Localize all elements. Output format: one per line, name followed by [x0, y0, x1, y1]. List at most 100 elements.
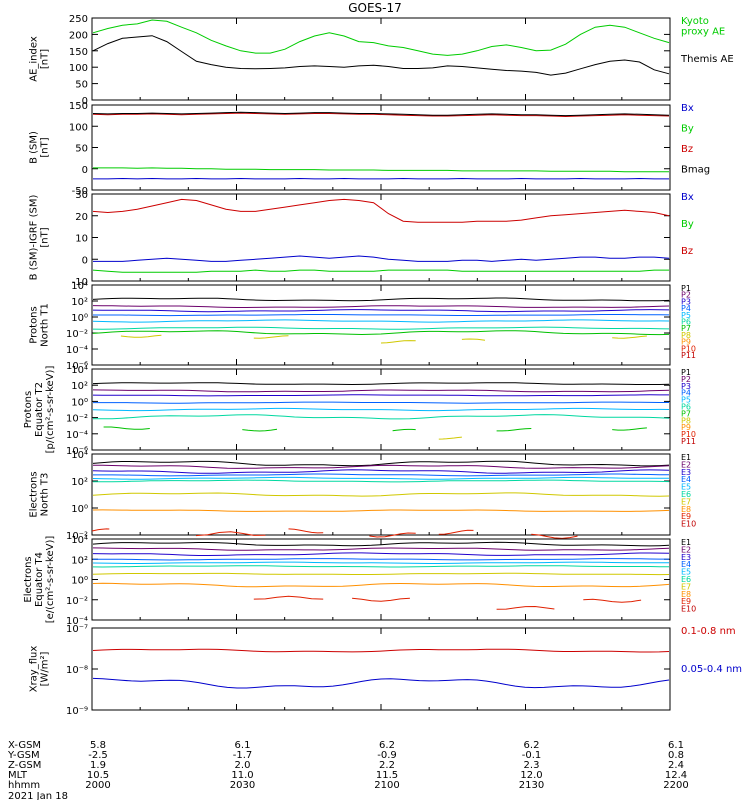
legend-panel-8: 0.1-0.8 nm 0.05-0.4 nm — [681, 626, 742, 675]
flux-line — [93, 558, 669, 561]
flux-line — [92, 648, 670, 653]
legend-entry: P9 — [681, 338, 691, 347]
y-axis-label: ElectronsNorth T3 — [29, 471, 51, 517]
flux-segment — [288, 528, 324, 534]
legend-entry: E3 — [681, 553, 691, 562]
x-axis-value-hhmm: 2030 — [230, 780, 255, 791]
y-tick-label: 10⁻⁸ — [66, 665, 88, 676]
y-tick-label: 10² — [71, 297, 88, 308]
legend-entry: E9 — [681, 512, 691, 521]
legend-entry: 0.1-0.8 nm — [681, 626, 736, 637]
x-axis-value-hhmm: 2000 — [85, 780, 110, 791]
legend-entry: By — [681, 219, 694, 230]
flux-line — [92, 677, 670, 689]
legend-entry: P8 — [681, 331, 691, 340]
flux-line — [92, 319, 670, 323]
legend-entry: Bmag — [681, 165, 710, 176]
y-tick-label: 10⁰ — [71, 504, 88, 515]
legend-entry: P2 — [681, 291, 691, 300]
y-tick-label: 100 — [69, 63, 88, 74]
legend-entry: P1 — [681, 368, 691, 377]
y-tick-label: 10⁻⁴ — [66, 430, 88, 441]
flux-segment — [91, 528, 110, 532]
y-tick-label: 150 — [69, 47, 88, 58]
y-tick-label: 250 — [69, 14, 88, 25]
flux-line — [92, 305, 670, 308]
y-axis-label: Xray_flux[W/m²] — [29, 646, 51, 693]
legend-entry: P10 — [681, 430, 696, 439]
flux-line — [92, 541, 670, 547]
legend-entry: Bx — [681, 192, 694, 203]
panel-stack: 050100150200250AE_index[nT]-50050100150B… — [23, 14, 742, 717]
series-by — [93, 167, 669, 173]
series-bz — [92, 198, 670, 223]
panel-frame — [91, 104, 671, 191]
flux-line — [92, 389, 670, 393]
legend-entry: By — [681, 124, 694, 135]
panel-7: 10⁴ 10² 10⁰ 10⁻² 10⁻⁴ ElectronsEquator T4[e/(… — [23, 535, 671, 627]
y-tick-label: 100 — [69, 122, 88, 133]
y-tick-label: 30 — [75, 190, 88, 201]
legend-entry: P4 — [681, 389, 691, 398]
legend-entry: E2 — [681, 460, 691, 469]
y-tick-label: 10⁻⁴ — [66, 616, 88, 627]
x-axis-value-x-gsm: 6.1 — [668, 740, 684, 751]
panel-frame — [91, 627, 671, 711]
x-axis-value-mlt: 12.4 — [665, 770, 687, 781]
legend-entry: E9 — [681, 597, 691, 606]
flux-line — [92, 309, 670, 313]
x-axis-row-label: Y-GSM — [7, 750, 40, 761]
x-axis-value-x-gsm: 6.2 — [524, 740, 540, 751]
y-axis-label: B (SM)[nT] — [29, 131, 51, 164]
panel-3: -10 0 10 20 30 B (SM)-IGRF (SM)[nT] — [29, 190, 671, 288]
legend-entry: E4 — [681, 475, 691, 484]
legend-entry: P3 — [681, 297, 691, 306]
flux-line — [92, 552, 670, 556]
panel-frame — [91, 538, 671, 621]
flux-line — [92, 382, 670, 386]
flux-line — [92, 394, 669, 397]
panel-6: 10⁴ 10² 10⁰ 10⁻² ElectronsNorth T3 — [29, 450, 671, 542]
x-axis-value-hhmm: 2130 — [519, 780, 544, 791]
y-tick-label: 50 — [75, 144, 88, 155]
x-axis-value-hhmm: 2200 — [663, 780, 688, 791]
legend-entry: E5 — [681, 483, 691, 492]
flux-segment — [380, 340, 416, 344]
y-tick-label: 10⁻⁷ — [66, 624, 88, 635]
flux-segment — [496, 605, 555, 610]
legend-entry: P11 — [681, 437, 696, 446]
legend-entry: P10 — [681, 344, 696, 353]
flux-line — [93, 479, 670, 483]
flux-line — [92, 297, 670, 302]
flux-line — [92, 407, 670, 412]
legend-entry: P8 — [681, 416, 691, 425]
x-axis-value-y-gsm: -0.1 — [522, 750, 542, 761]
panel-5: 10⁴ 10² 10⁰ 10⁻² 10⁻⁴ 10⁻⁶ ProtonsEquator T2[p… — [23, 365, 671, 457]
x-axis-row-label: Z-GSM — [8, 760, 41, 771]
flux-line — [92, 414, 670, 420]
panel-frame — [91, 193, 671, 282]
x-axis-value-y-gsm: -2.5 — [88, 750, 108, 761]
y-tick-label: 0 — [82, 165, 88, 176]
flux-line — [92, 565, 670, 568]
flux-segment — [583, 598, 642, 603]
flux-segment — [461, 338, 486, 341]
legend-entry: E10 — [681, 520, 696, 529]
y-tick-label: 10⁻⁶ — [66, 361, 88, 372]
plot-title: GOES-17 — [348, 1, 402, 15]
y-tick-label: 10⁴ — [71, 535, 88, 546]
series-bx — [93, 255, 670, 262]
legend-entry: P9 — [681, 423, 691, 432]
legend-entry: E1 — [681, 538, 691, 547]
panel-frame — [91, 284, 671, 366]
flux-segment — [253, 335, 289, 339]
flux-segment — [120, 334, 162, 338]
panel-4: 10⁴ 10² 10⁰ 10⁻² 10⁻⁴ 10⁻⁶ ProtonsNorth T1 — [29, 281, 671, 372]
flux-segment — [242, 428, 278, 432]
flux-segment — [612, 427, 647, 431]
legend-entry: E7 — [681, 582, 691, 591]
y-tick-label: 10² — [71, 555, 88, 566]
